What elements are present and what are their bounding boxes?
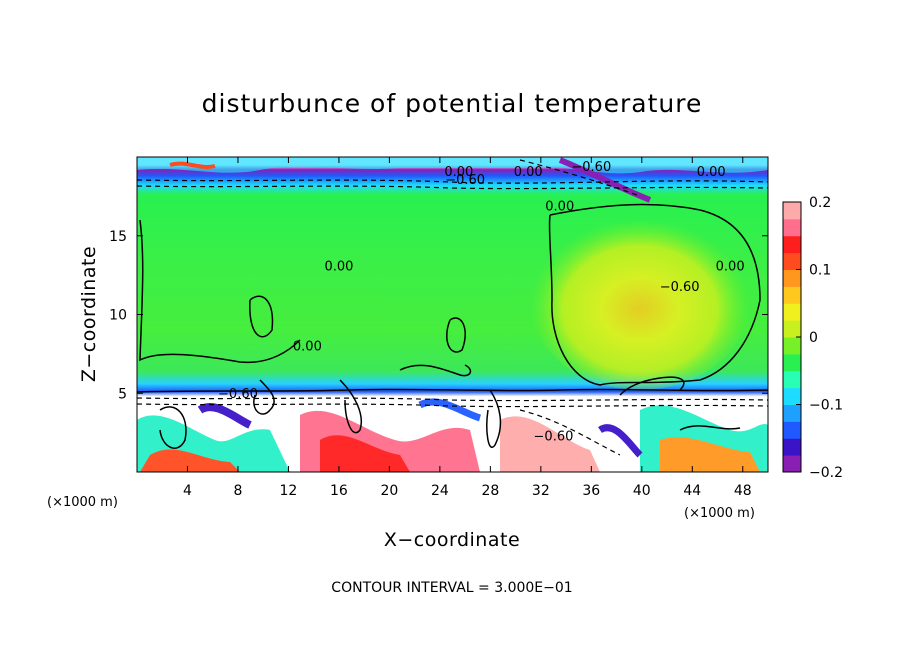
contour-label: −0.60 <box>571 160 611 175</box>
contour-label: −0.60 <box>218 387 258 402</box>
x-axis-label: X−coordinate <box>384 529 520 551</box>
y-axis-label: Z−coordinate <box>78 246 100 382</box>
contour-label: 0.00 <box>324 259 353 274</box>
contour-label: 0.00 <box>293 340 322 355</box>
contour-interval-note: CONTOUR INTERVAL = 3.000E−01 <box>331 580 572 596</box>
y-axis: 5 10 15 <box>109 229 768 402</box>
colorbar-tick-label: 0 <box>809 330 818 346</box>
plot-field <box>137 157 768 472</box>
contour-label: 0.00 <box>545 200 574 215</box>
x-tick-label: 20 <box>380 483 398 499</box>
colorbar-tick-label: −0.2 <box>809 465 843 481</box>
colorbar-swatch <box>783 421 801 439</box>
colorbar-swatch <box>783 252 801 270</box>
colorbar-swatch <box>783 370 801 389</box>
contour-label: 0.00 <box>444 165 473 180</box>
colorbar-tick-label: −0.1 <box>809 398 843 414</box>
contour-label: 0.00 <box>716 259 745 274</box>
colorbar-tick-label: 0.2 <box>809 195 831 211</box>
contour-label: −0.60 <box>445 173 485 188</box>
x-axis: 4 8 12 16 20 24 28 32 36 40 44 48 <box>183 157 752 499</box>
y-tick-label: 5 <box>118 386 127 402</box>
colorbar-tick-label: 0.1 <box>809 263 831 279</box>
x-tick-label: 32 <box>532 483 550 499</box>
contour-lines <box>137 203 768 449</box>
y-tick-label: 10 <box>109 308 127 324</box>
x-tick-label: 24 <box>431 483 449 499</box>
contour-label: 0.00 <box>514 165 543 180</box>
colorbar-swatch <box>783 404 801 422</box>
colorbar-swatch <box>783 269 801 287</box>
lower-turbulence <box>137 398 768 472</box>
x-tick-label: 40 <box>633 483 651 499</box>
colorbar-swatch <box>783 303 801 321</box>
colorbar-swatch <box>783 286 801 304</box>
colorbar: 0.2 0.1 0 −0.1 −0.2 <box>782 195 843 481</box>
contour-label: 0.00 <box>697 165 726 180</box>
colorbar-swatch <box>783 455 801 473</box>
x-tick-label: 28 <box>481 483 499 499</box>
x-tick-label: 44 <box>683 483 701 499</box>
x-tick-label: 8 <box>233 483 242 499</box>
chart-title: disturbunce of potential temperature <box>202 89 703 118</box>
colorbar-swatch <box>783 353 801 372</box>
colorbar-swatch <box>783 320 801 338</box>
colorbar-swatch <box>783 235 801 254</box>
upper-turbulence <box>137 157 768 203</box>
x-tick-label: 4 <box>183 483 192 499</box>
colorbar-swatch <box>783 438 801 456</box>
y-tick-label: 15 <box>109 229 127 245</box>
contour-label: −0.60 <box>534 430 574 445</box>
colorbar-swatch <box>783 337 801 355</box>
x-tick-label: 48 <box>734 483 752 499</box>
warm-anomaly-region <box>530 210 750 390</box>
x-tick-label: 12 <box>280 483 298 499</box>
contour-label: −0.60 <box>660 280 700 295</box>
negative-contours <box>137 159 768 456</box>
x-tick-label: 16 <box>330 483 348 499</box>
contour-labels: 0.00 0.000.000.000.000.000.00−0.60−0.60−0… <box>218 160 745 444</box>
x-tick-label: 36 <box>582 483 600 499</box>
z-unit-label: (×1000 m) <box>684 506 755 521</box>
colorbar-swatch <box>783 218 801 237</box>
x-unit-label: (×1000 m) <box>47 495 118 510</box>
colorbar-swatch <box>783 387 801 405</box>
colorbar-swatch <box>783 202 801 220</box>
